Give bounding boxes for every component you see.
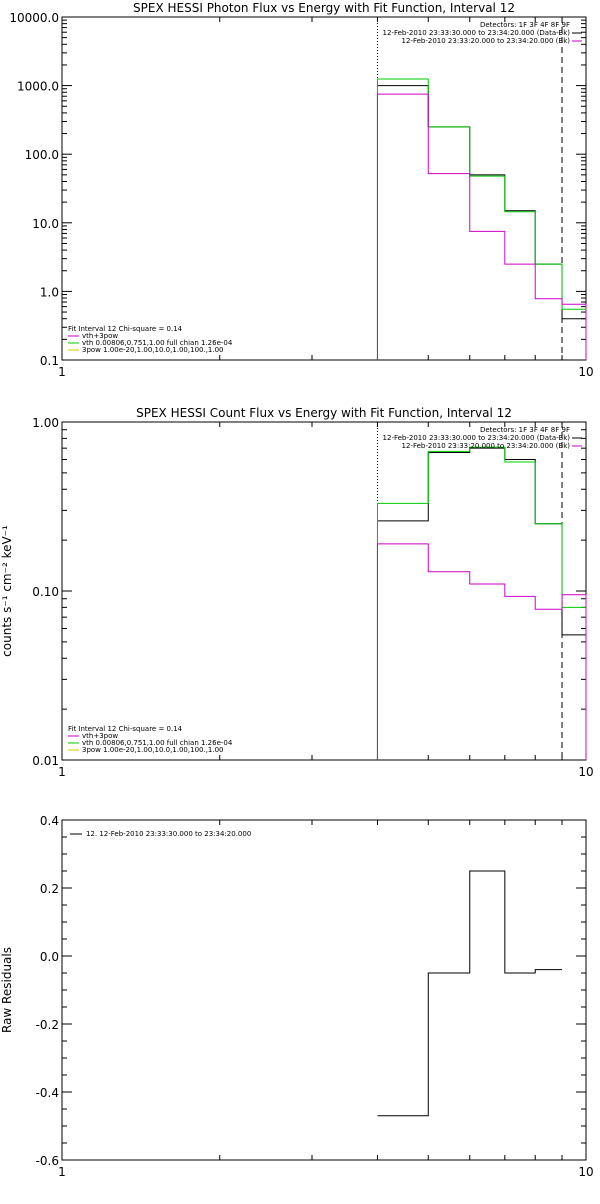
y-tick-label: -0.4 bbox=[36, 1086, 59, 1100]
series-1-12-12-feb-2010-23-33 bbox=[377, 870, 563, 1117]
legend-top-right-entry: 12-Feb-2010 23:33:30.000 to 23:34:20.000… bbox=[383, 29, 571, 37]
plot-frame bbox=[61, 819, 587, 1161]
y-axis-label: Raw Residuals bbox=[0, 947, 14, 1033]
x-tick-label: 10 bbox=[578, 765, 593, 779]
y-tick-label: 100.0 bbox=[25, 148, 59, 162]
y-tick-label: 10000.0 bbox=[9, 11, 59, 25]
y-tick-label: -0.2 bbox=[36, 1018, 59, 1032]
plot-frame bbox=[61, 421, 587, 761]
series-3-bk bbox=[376, 543, 587, 760]
legend-bottom-left-entry: 3pow 1.00e-20,1.00,10.0,1.00,100.,1.00 bbox=[82, 746, 224, 754]
chart-panel-1: SPEX HESSI Photon Flux vs Energy with Fi… bbox=[9, 1, 593, 379]
legend-top-right-entry: 12-Feb-2010 23:33:30.000 to 23:34:20.000… bbox=[383, 434, 571, 442]
y-tick-label: 1.00 bbox=[32, 416, 59, 430]
x-tick-label: 10 bbox=[578, 1165, 593, 1179]
legend-top-right-entry: 12-Feb-2010 23:33:20.000 to 23:34:20.000… bbox=[402, 442, 571, 450]
y-axis-label: counts s⁻¹ cm⁻² keV⁻¹ bbox=[0, 525, 14, 657]
series-1-data-bk bbox=[376, 447, 587, 760]
x-tick-label: 1 bbox=[58, 1165, 66, 1179]
y-tick-label: 0.1 bbox=[40, 354, 59, 368]
legend-top-left-entry: 12. 12-Feb-2010 23:33:30.000 to 23:34:20… bbox=[86, 830, 251, 838]
y-tick-label: 0.4 bbox=[40, 814, 59, 828]
y-tick-label: 0.10 bbox=[32, 585, 59, 599]
y-tick-label: -0.6 bbox=[36, 1154, 59, 1168]
x-tick-label: 1 bbox=[58, 765, 66, 779]
legend-bottom-left-entry: vth 0.00806,0.751,1.00 full chian 1.26e-… bbox=[82, 739, 233, 747]
legend-bottom-left-entry: vth+3pow bbox=[82, 732, 118, 740]
legend-bottom-left-entry: Fit Interval 12 Chi-square = 0.14 bbox=[68, 325, 183, 333]
legend-top-right-entry: 12-Feb-2010 23:33:20.000 to 23:34:20.000… bbox=[402, 37, 571, 45]
y-tick-label: 1000.0 bbox=[17, 80, 59, 94]
series-2-vth bbox=[376, 78, 587, 360]
y-tick-label: 10.0 bbox=[32, 217, 59, 231]
series-1-data-bk bbox=[376, 85, 587, 360]
series-2-vth bbox=[376, 446, 587, 760]
chart-panel-3: Raw Residuals 1 10 -0.6 -0.4 -0.2 0.0 0.2 0.4 12.… bbox=[0, 814, 594, 1179]
y-tick-label: 0.2 bbox=[40, 882, 59, 896]
y-tick-label: 0.01 bbox=[32, 754, 59, 768]
legend-top-right-entry: Detectors: 1F 3F 4F 8F 9F bbox=[480, 426, 570, 434]
y-tick-label: 1.0 bbox=[40, 285, 59, 299]
series-3-bk bbox=[376, 93, 587, 360]
chart-title: SPEX HESSI Count Flux vs Energy with Fit… bbox=[136, 406, 512, 420]
x-tick-label: 1 bbox=[58, 365, 66, 379]
legend-bottom-left-entry: 3pow 1.00e-20,1.00,10.0,1.00,100.,1.00 bbox=[82, 346, 224, 354]
chart-panel-2: SPEX HESSI Count Flux vs Energy with Fit… bbox=[0, 406, 594, 779]
legend-bottom-left-entry: Fit Interval 12 Chi-square = 0.14 bbox=[68, 725, 183, 733]
legend-bottom-left-entry: vth 0.00806,0.751,1.00 full chian 1.26e-… bbox=[82, 339, 233, 347]
y-tick-label: 0.0 bbox=[40, 950, 59, 964]
legend-top-right-entry: Detectors: 1F 3F 4F 8F 9F bbox=[480, 21, 570, 29]
legend-bottom-left-entry: vth+3pow bbox=[82, 332, 118, 340]
chart-title: SPEX HESSI Photon Flux vs Energy with Fi… bbox=[133, 1, 515, 15]
x-tick-label: 10 bbox=[578, 365, 593, 379]
plot-frame bbox=[61, 16, 587, 361]
